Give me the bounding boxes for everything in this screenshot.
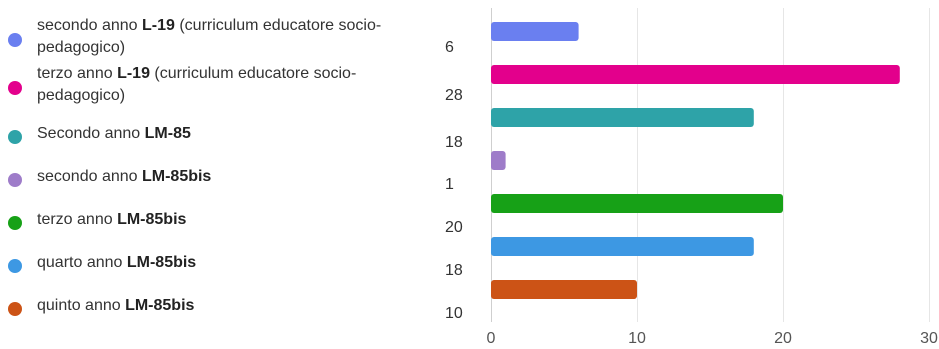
bar-3: [491, 108, 754, 127]
legend-color-dot: [8, 130, 22, 144]
x-tick-label-20: 20: [774, 330, 792, 347]
value-label-4: 1: [445, 176, 454, 193]
legend-label-code: LM-85bis: [141, 168, 212, 185]
legend-label-code: L-19: [141, 17, 175, 34]
legend-label-code: LM-85: [144, 125, 191, 142]
legend-label: secondo anno LM-85bis: [37, 166, 397, 188]
x-axis-ticks: 0 10 20 30: [487, 330, 938, 347]
value-label-1: 6: [445, 39, 454, 56]
grid-lines: [491, 8, 930, 322]
legend-label-prefix: terzo anno: [37, 211, 118, 228]
bars: [491, 22, 900, 299]
legend-label-suffix: (curriculum educatore socio-pedagogico): [37, 17, 382, 56]
bar-6: [491, 237, 754, 256]
x-tick-label-0: 0: [487, 330, 496, 347]
legend-color-dot: [8, 259, 22, 273]
legend-label: secondo anno L-19 (curriculum educatore …: [37, 15, 397, 59]
value-label-3: 18: [445, 134, 463, 151]
legend-label-prefix: Secondo anno: [37, 125, 145, 142]
bar-1: [491, 22, 579, 41]
legend-color-dot: [8, 81, 22, 95]
legend-label: quarto anno LM-85bis: [37, 252, 397, 274]
legend-label-prefix: quinto anno: [37, 297, 126, 314]
legend-label-suffix: (curriculum educatore socio-pedagogico): [37, 65, 357, 104]
legend-label-prefix: quarto anno: [37, 254, 127, 271]
legend-color-dot: [8, 216, 22, 230]
value-label-5: 20: [445, 219, 463, 236]
legend-color-dot: [8, 33, 22, 47]
legend-label-code: L-19: [117, 65, 150, 82]
x-tick-label-10: 10: [628, 330, 646, 347]
value-label-6: 18: [445, 262, 463, 279]
value-label-2: 28: [445, 87, 463, 104]
legend-label-prefix: secondo anno: [37, 168, 142, 185]
legend-label: quinto anno LM-85bis: [37, 295, 397, 317]
legend-label: terzo anno LM-85bis: [37, 209, 397, 231]
legend-label: terzo anno L-19 (curriculum educatore so…: [37, 63, 397, 107]
bar-5: [491, 194, 783, 213]
legend-label-prefix: secondo anno: [37, 17, 142, 34]
x-tick-label-30: 30: [920, 330, 938, 347]
legend-color-dot: [8, 302, 22, 316]
chart-legend: secondo anno L-19 (curriculum educatore …: [0, 0, 463, 349]
bar-2: [491, 65, 900, 84]
legend-color-dot: [8, 173, 22, 187]
legend-label-code: LM-85bis: [126, 254, 197, 271]
value-label-7: 10: [445, 305, 463, 322]
bar-7: [491, 280, 637, 299]
legend-label-prefix: terzo anno: [37, 65, 118, 82]
bar-4: [491, 151, 506, 170]
legend-label: Secondo anno LM-85: [37, 123, 397, 145]
legend-label-code: LM-85bis: [125, 297, 195, 314]
legend-label-code: LM-85bis: [117, 211, 187, 228]
